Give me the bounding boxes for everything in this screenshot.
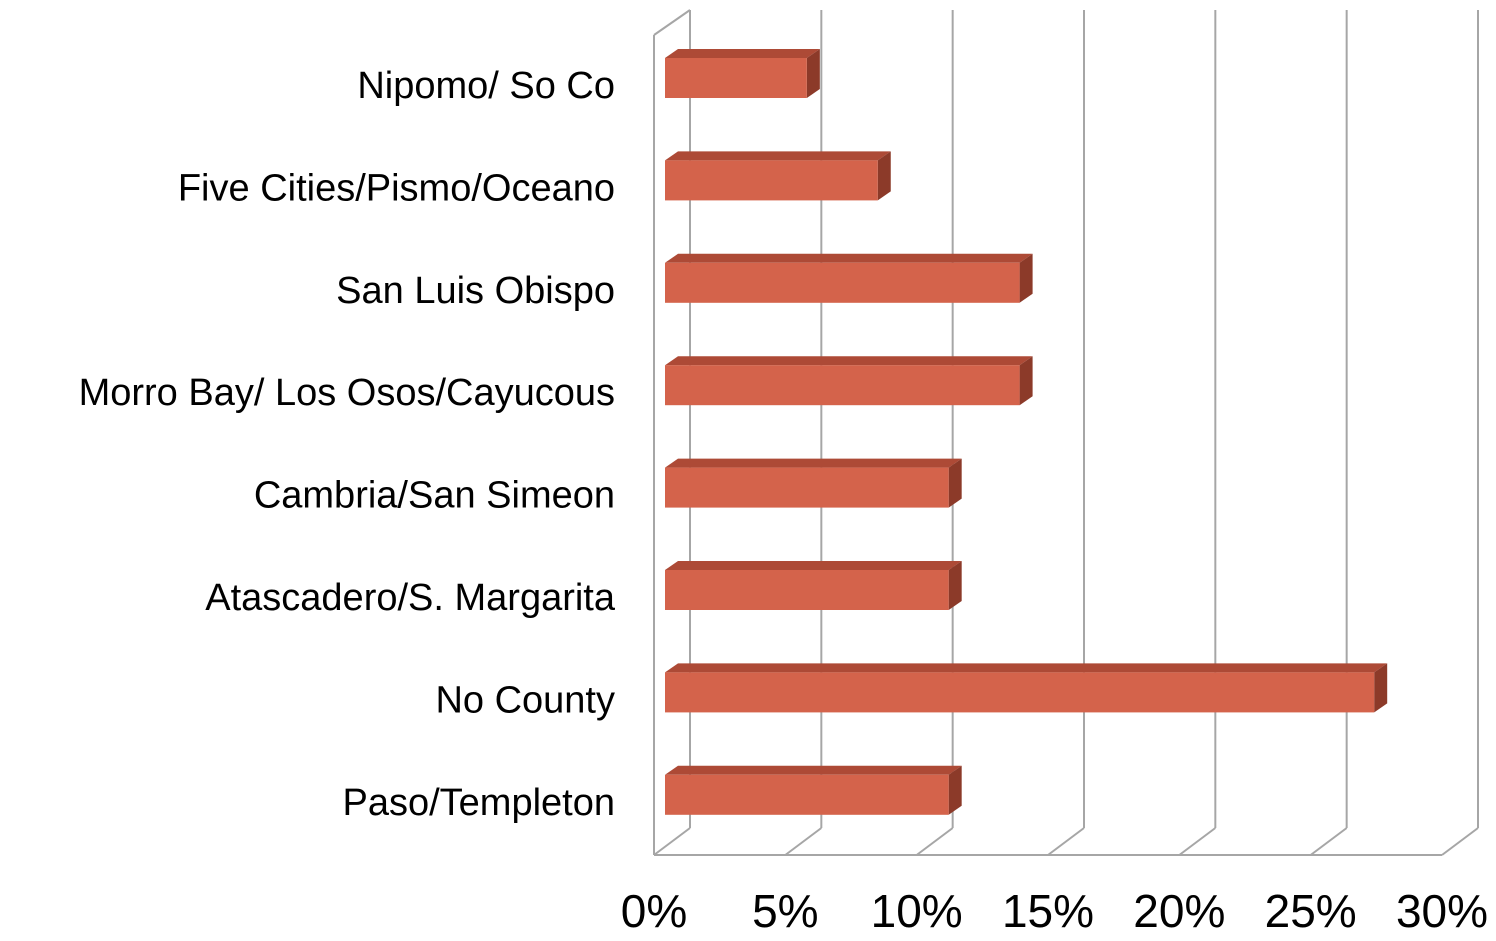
bar-side [1019, 356, 1033, 406]
x-tick-label: 30% [1396, 885, 1488, 937]
left-wall [653, 9, 691, 855]
y-tick-label: No County [435, 679, 615, 721]
bar-top [665, 253, 1033, 263]
y-tick-label: Atascadero/S. Margarita [205, 577, 616, 619]
bar [665, 672, 1375, 713]
bar-side [948, 765, 962, 815]
bar [665, 774, 949, 815]
x-tick-label: 5% [752, 885, 818, 937]
bar-top [665, 458, 962, 468]
bar [665, 262, 1020, 303]
bar-side [1374, 663, 1388, 713]
y-tick-label: San Luis Obispo [336, 270, 615, 312]
y-tick-label: Morro Bay/ Los Osos/Cayucous [79, 372, 615, 414]
grid-line-floor [1047, 827, 1085, 856]
y-tick-label: Paso/Templeton [343, 782, 616, 824]
grid-line-floor [653, 827, 691, 856]
bar-side [948, 458, 962, 508]
x-tick-label: 20% [1133, 885, 1225, 937]
bar [665, 58, 807, 98]
grid-line-floor [784, 827, 822, 856]
bar-top [665, 49, 820, 58]
bar-side [948, 561, 962, 610]
bar-top [665, 765, 962, 775]
grid-line-floor [1441, 827, 1479, 856]
bar-side [806, 49, 820, 98]
y-tick-label: Nipomo/ So Co [357, 65, 615, 107]
bar-side [1019, 253, 1033, 303]
bar [665, 467, 949, 508]
bar-top [665, 663, 1388, 673]
x-tick-label: 0% [621, 885, 687, 937]
x-tick-label: 15% [1002, 885, 1094, 937]
y-tick-label: Cambria/San Simeon [254, 475, 615, 517]
grid-line-floor [1310, 827, 1348, 856]
bar-top [665, 151, 891, 161]
grid-line-floor [1178, 827, 1216, 856]
x-tick-label: 25% [1265, 885, 1357, 937]
bar [665, 570, 949, 610]
bar-top [665, 356, 1033, 366]
y-tick-label: Five Cities/Pismo/Oceano [178, 167, 615, 209]
bar-top [665, 561, 962, 570]
bar [665, 365, 1020, 406]
x-tick-label: 10% [871, 885, 963, 937]
bar [665, 160, 878, 201]
bar-side [877, 151, 891, 201]
grid-line-floor [916, 827, 954, 856]
